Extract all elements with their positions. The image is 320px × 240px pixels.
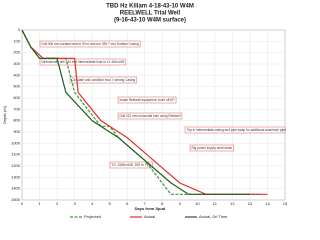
y-tick-label: 1100: [11, 152, 20, 157]
chart-title: TBD Hz Killam 4-18-43-10 W4M: [106, 4, 194, 10]
x-tick-label: 4: [91, 201, 94, 206]
y-tick-label: 300: [13, 61, 20, 66]
chart: TBD Hz Killam 4-18-43-10 W4M REELWELL Tr…: [2, 4, 288, 219]
y-tick-label: 1500: [11, 197, 21, 202]
annotation-box: [109, 161, 153, 169]
series-line: [21, 29, 250, 195]
y-tick-label: 400: [13, 72, 20, 77]
x-tick-label: 5: [109, 201, 112, 206]
x-tick-label: 15: [283, 201, 288, 206]
x-tick-label: 14: [265, 201, 270, 206]
x-tick-label: 13: [248, 201, 253, 206]
chart-title: (9-16-43-10 W4M surface): [114, 18, 186, 24]
x-tick-label: 8: [161, 201, 164, 206]
series-line: [21, 29, 259, 195]
x-tick-label: 0: [21, 201, 24, 206]
x-tick-label: 3: [73, 201, 76, 206]
y-tick-label: 900: [13, 129, 20, 134]
legend-label: Projected: [84, 214, 101, 219]
legend-label: Actual: [144, 214, 155, 219]
y-tick-label: 500: [13, 84, 20, 89]
y-tick-label: 0: [18, 27, 21, 32]
annotation-box: [117, 112, 183, 120]
x-tick-label: 11: [213, 201, 218, 206]
y-tick-label: 1300: [11, 174, 21, 179]
annotation-box: [39, 40, 141, 48]
x-tick-label: 12: [230, 201, 235, 206]
y-tick-label: 100: [13, 38, 20, 43]
x-tick-label: 7: [144, 201, 147, 206]
annotation-box: [117, 96, 177, 104]
x-axis-label: Days from Spud: [135, 206, 166, 211]
y-tick-label: 600: [13, 95, 20, 100]
chart-title: REELWELL Trial Well: [120, 11, 181, 17]
x-tick-label: 2: [56, 201, 59, 206]
y-tick-label: 800: [13, 118, 20, 123]
annotation: Drill 406 mm surface hole to 90 m and ru…: [42, 42, 139, 46]
annotation-box: [184, 126, 286, 134]
y-tick-label: 1000: [11, 140, 21, 145]
annotation: Install Reelwell equipment, build off KP: [120, 98, 175, 102]
annotation-box: [189, 144, 234, 152]
annotation-box: [69, 76, 137, 84]
x-tick-label: 9: [179, 201, 182, 206]
annotation: Circulate and condition mud / running Ca…: [72, 78, 136, 82]
x-tick-label: 6: [126, 201, 129, 206]
annotation: TD: 1588 mMD, 592 m TVD: [112, 163, 152, 167]
legend-label: Actual, Drl Time: [199, 214, 228, 219]
y-tick-label: 200: [13, 50, 20, 55]
y-tick-label: 1200: [11, 163, 21, 168]
annotation: Trip in intermediate casing and pipe swa…: [187, 128, 287, 132]
y-tick-label: 1400: [11, 186, 21, 191]
annotation-box: [39, 58, 127, 66]
y-axis-label: Depth (m): [2, 105, 7, 123]
annotation: Drill 222 mm horizontal hole using Reelw…: [120, 114, 181, 118]
x-tick-label: 1: [38, 201, 41, 206]
annotation: Directionally drill 244 mm intermediate …: [42, 60, 125, 64]
x-tick-label: 10: [195, 201, 200, 206]
annotation: Rig power supply went down: [192, 146, 233, 150]
y-tick-label: 700: [13, 106, 20, 111]
